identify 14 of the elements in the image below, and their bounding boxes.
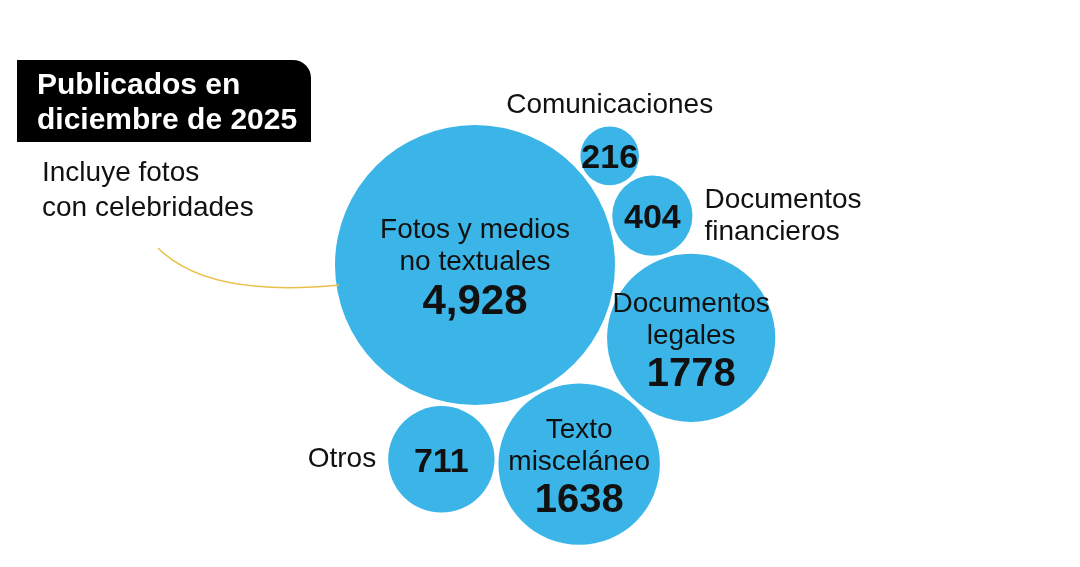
category-label: Otros	[307, 442, 377, 474]
data-label: 404	[623, 196, 681, 235]
data-label: 4,928	[422, 276, 528, 323]
text: Publicados en diciembre de 2025	[37, 66, 298, 136]
category-label: Documentos legales	[612, 286, 770, 350]
category-label: Texto misceláneo	[508, 413, 650, 477]
data-label: 1638	[534, 476, 624, 521]
category-label: Documentos financieros	[704, 182, 862, 246]
data-label: 711	[413, 440, 469, 479]
data-label: 1778	[646, 349, 736, 394]
category-label: Fotos y medios no textuales	[380, 213, 570, 276]
text: Incluye fotos con celebridades	[42, 155, 254, 224]
category-label: Comunicaciones	[506, 87, 714, 119]
data-label: 216	[581, 137, 639, 176]
